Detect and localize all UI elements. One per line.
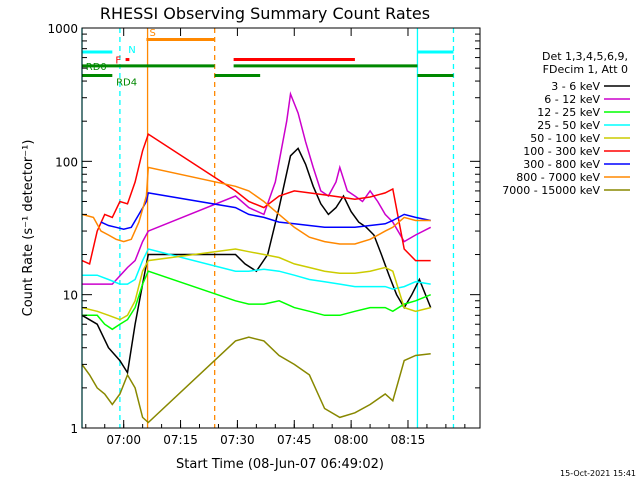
chart-title: RHESSI Observing Summary Count Rates bbox=[100, 4, 430, 23]
x-axis-label: Start Time (08-Jun-07 06:49:02) bbox=[176, 457, 384, 472]
legend-label-7: 800 - 7000 keV bbox=[516, 171, 600, 184]
vertical-markers bbox=[81, 28, 455, 428]
series-line-300-800-kev bbox=[100, 192, 431, 230]
legend-label-1: 6 - 12 keV bbox=[544, 93, 600, 106]
legend-label-2: 12 - 25 keV bbox=[537, 106, 600, 119]
x-tick-label-2: 07:30 bbox=[220, 433, 255, 447]
series-line-3-6-kev bbox=[81, 147, 432, 375]
y-tick-label-3: 1000 bbox=[47, 22, 78, 36]
flag-label-rd0: RD0 bbox=[86, 62, 107, 73]
series-line-100-300-kev bbox=[81, 132, 431, 265]
legend-label-4: 50 - 100 keV bbox=[530, 132, 600, 145]
y-axis-label: Count Rate (s⁻¹ detector⁻¹) bbox=[21, 140, 36, 317]
legend-label-0: 3 - 6 keV bbox=[551, 80, 600, 93]
legend-header-0: Det 1,3,4,5,6,9, bbox=[542, 50, 628, 63]
legend: Det 1,3,4,5,6,9,FDecim 1, Att 0 3 - 6 keV… bbox=[502, 50, 630, 197]
flag-label-s: S bbox=[149, 28, 155, 39]
y-axis: 1 10 100 1000 bbox=[47, 22, 480, 436]
x-axis: 07:00 07:15 07:30 07:45 08:00 08:15 bbox=[85, 28, 466, 447]
series-line-25-50-kev bbox=[82, 248, 431, 290]
legend-label-6: 300 - 800 keV bbox=[523, 158, 600, 171]
legend-label-8: 7000 - 15000 keV bbox=[502, 184, 600, 197]
series-line-800-7000-kev bbox=[81, 166, 431, 245]
x-tick-label-3: 07:45 bbox=[277, 433, 312, 447]
x-tick-label-4: 08:00 bbox=[334, 433, 369, 447]
legend-label-5: 100 - 300 keV bbox=[523, 145, 600, 158]
y-tick-label-0: 1 bbox=[70, 422, 78, 436]
plot-frame bbox=[81, 27, 481, 429]
series-line-50-100-kev bbox=[81, 248, 431, 321]
legend-header-1: FDecim 1, Att 0 bbox=[543, 63, 628, 76]
legend-label-3: 25 - 50 keV bbox=[537, 119, 600, 132]
series-line-12-25-kev bbox=[82, 270, 431, 331]
y-tick-label-2: 100 bbox=[55, 155, 78, 169]
y-tick-label-1: 10 bbox=[63, 289, 78, 303]
series-layer bbox=[81, 91, 432, 424]
flag-label-f: F bbox=[115, 56, 121, 67]
x-tick-label-0: 07:00 bbox=[106, 433, 141, 447]
flag-label-rd4: RD4 bbox=[116, 78, 137, 89]
series-line-6-12-kev bbox=[82, 91, 432, 285]
flag-bars: S NF RD0 RD4 bbox=[82, 28, 454, 89]
x-tick-label-5: 08:15 bbox=[391, 433, 426, 447]
x-tick-label-1: 07:15 bbox=[163, 433, 198, 447]
series-line-7000-15000-kev bbox=[81, 336, 431, 424]
footer-timestamp: 15-Oct-2021 15:41 bbox=[560, 469, 636, 478]
flag-label-n: N bbox=[128, 45, 135, 56]
